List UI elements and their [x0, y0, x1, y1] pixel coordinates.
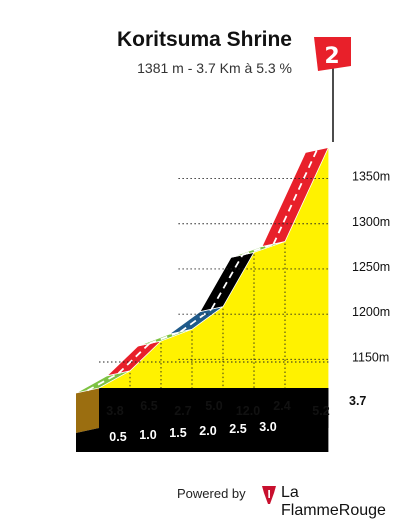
road-centerline	[242, 243, 274, 256]
climb-title: Koritsuma Shrine	[116, 28, 292, 51]
powered-by-text: Powered by	[177, 486, 246, 501]
km-label: 0.5	[109, 430, 126, 444]
flag-number: 2	[324, 44, 339, 69]
profile-base-wedge	[99, 388, 329, 428]
segment-grade-label: 6.5	[140, 399, 157, 413]
segment-grade-label: 2.7	[174, 404, 191, 418]
profile-front-face	[99, 147, 329, 388]
road-centerline	[272, 149, 318, 245]
summit-flag-icon	[314, 37, 351, 71]
segment-grade-label: 5.2	[312, 404, 329, 418]
footer-credit: Powered by La FlammeRouge	[177, 484, 402, 519]
y-tick-label: 1150m	[352, 350, 389, 364]
road-centerline	[149, 330, 181, 345]
flame-rouge-logo-icon	[262, 486, 276, 504]
segment-grade-label: 2.4	[273, 399, 290, 413]
total-distance-label: 3.7	[349, 394, 366, 408]
brand-name: La FlammeRouge	[281, 484, 386, 519]
y-tick-label: 1300m	[352, 215, 390, 229]
km-label: 1.5	[169, 426, 186, 440]
km-label: 2.5	[229, 422, 246, 436]
road-centerline	[210, 254, 244, 310]
segment-grade-label: 3.8	[106, 404, 123, 418]
profile-side-face	[76, 388, 99, 433]
y-tick-label: 1200m	[352, 305, 390, 319]
profile-base-floor	[76, 428, 329, 452]
km-label: 3.0	[259, 420, 276, 434]
y-tick-label: 1250m	[352, 260, 390, 274]
climb-stats: 1381 m - 3.7 Km à 5.3 %	[137, 60, 292, 76]
segment-grade-label: 12.0	[236, 404, 260, 418]
km-label: 2.0	[199, 424, 216, 438]
segment-grade-label: 5.0	[205, 399, 222, 413]
y-tick-label: 1350m	[352, 170, 390, 184]
km-label: 1.0	[139, 428, 156, 442]
road-centerline	[87, 372, 119, 392]
road-centerline	[179, 308, 213, 333]
